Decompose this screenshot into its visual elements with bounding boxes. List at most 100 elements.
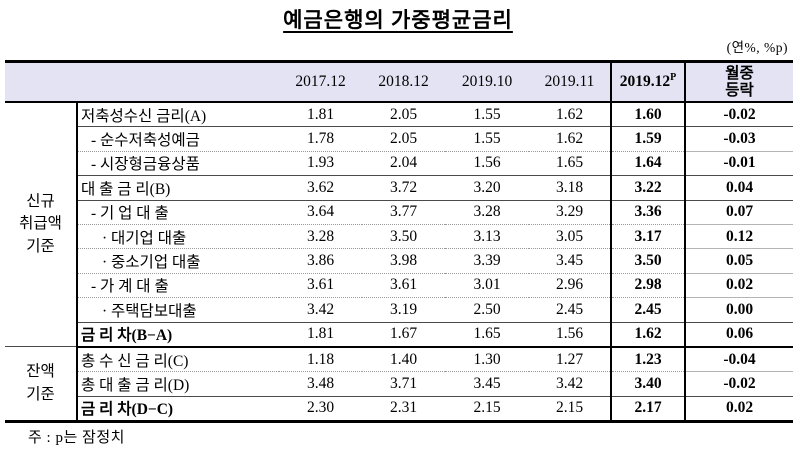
value-cell-current: 1.23 xyxy=(610,346,686,373)
group-label-new-transactions: 신규 취급액 기준 xyxy=(5,102,78,348)
value-cell-change: 0.00 xyxy=(685,297,793,323)
value-cell: 3.61 xyxy=(279,273,362,299)
value-cell: 3.28 xyxy=(279,224,362,250)
value-cell: 3.29 xyxy=(529,200,611,225)
value-cell: 3.05 xyxy=(529,224,611,250)
value-cell: 3.13 xyxy=(445,224,529,250)
table-row: · 주택담보대출 3.42 3.19 2.50 2.45 2.45 0.00 xyxy=(5,297,793,323)
value-cell: 1.40 xyxy=(362,346,445,373)
table-row: 대 출 금 리(B) 3.62 3.72 3.20 3.18 3.22 0.04 xyxy=(5,175,793,201)
value-cell: 2.30 xyxy=(279,396,362,424)
value-cell: 2.31 xyxy=(362,396,445,424)
value-cell-current: 3.40 xyxy=(610,371,686,397)
value-cell-current: 1.64 xyxy=(610,151,686,177)
value-cell: 3.01 xyxy=(445,273,529,299)
col-header: 2019.10 xyxy=(445,60,529,103)
value-cell-change: 0.07 xyxy=(685,200,793,225)
value-cell: 3.50 xyxy=(362,224,445,250)
header-row: 2017.12 2018.12 2019.10 2019.11 2019.12P… xyxy=(5,60,793,103)
value-cell: 3.62 xyxy=(279,175,362,201)
col-header: 2019.11 xyxy=(529,60,611,103)
value-cell: 1.93 xyxy=(279,151,362,177)
value-cell: 1.78 xyxy=(279,126,362,152)
value-cell: 1.65 xyxy=(529,151,611,177)
unit-label: (연%, %p) xyxy=(726,40,788,55)
col-header-current-label: 2019.12 xyxy=(619,73,671,91)
value-cell: 1.55 xyxy=(445,102,529,128)
value-cell: 3.45 xyxy=(445,371,529,397)
table-row: 금 리 차(B−A) 1.81 1.67 1.65 1.56 1.62 0.06 xyxy=(5,322,793,348)
value-cell: 1.56 xyxy=(445,151,529,177)
row-label: · 주택담보대출 xyxy=(77,297,279,323)
row-label: - 순수저축성예금 xyxy=(77,126,279,152)
value-cell: 3.19 xyxy=(362,297,445,323)
value-cell: 2.15 xyxy=(445,396,529,424)
value-cell: 3.72 xyxy=(362,175,445,201)
value-cell: 3.42 xyxy=(279,297,362,323)
value-cell: 2.05 xyxy=(362,126,445,152)
table-row: 총 대 출 금 리(D) 3.48 3.71 3.45 3.42 3.40 -0… xyxy=(5,371,793,397)
col-header: 2017.12 xyxy=(279,60,362,103)
value-cell: 3.86 xyxy=(279,248,362,274)
value-cell-current: 3.36 xyxy=(610,200,686,225)
value-cell-current: 1.60 xyxy=(610,102,686,128)
value-cell: 1.67 xyxy=(362,322,445,348)
value-cell: 1.62 xyxy=(529,126,611,152)
value-cell-change: -0.02 xyxy=(685,371,793,397)
value-cell: 1.18 xyxy=(279,346,362,373)
value-cell-current: 2.45 xyxy=(610,297,686,323)
row-label: - 시장형금융상품 xyxy=(77,151,279,177)
row-label: 금 리 차(D−C) xyxy=(77,396,279,424)
value-cell-current: 1.59 xyxy=(610,126,686,152)
table-row: - 시장형금융상품 1.93 2.04 1.56 1.65 1.64 -0.01 xyxy=(5,151,793,177)
value-cell: 3.45 xyxy=(529,248,611,274)
corner-cell xyxy=(5,60,279,103)
col-header: 2018.12 xyxy=(362,60,445,103)
value-cell: 2.04 xyxy=(362,151,445,177)
table-row: · 대기업 대출 3.28 3.50 3.13 3.05 3.17 0.12 xyxy=(5,224,793,250)
row-label: 총 수 신 금 리(C) xyxy=(77,346,279,373)
footnote: 주 : p는 잠정치 xyxy=(28,430,125,446)
provisional-superscript: P xyxy=(670,72,677,84)
value-cell: 2.15 xyxy=(529,396,611,424)
table-row: 잔액 기준 총 수 신 금 리(C) 1.18 1.40 1.30 1.27 1… xyxy=(5,346,793,423)
row-label: - 기 업 대 출 xyxy=(77,200,279,225)
value-cell-change: -0.02 xyxy=(685,102,793,128)
value-cell: 2.96 xyxy=(529,273,611,299)
value-cell-current: 3.17 xyxy=(610,224,686,250)
value-cell: 1.56 xyxy=(529,322,611,348)
value-cell-change: 0.12 xyxy=(685,224,793,250)
value-cell-change: 0.02 xyxy=(685,396,793,424)
value-cell-change: -0.04 xyxy=(685,346,793,373)
table-row: 금 리 차(D−C) 2.30 2.31 2.15 2.15 2.17 0.02 xyxy=(5,396,793,424)
value-cell-current: 1.62 xyxy=(610,322,686,348)
table-row: · 중소기업 대출 3.86 3.98 3.39 3.45 3.50 0.05 xyxy=(5,248,793,274)
value-cell: 3.98 xyxy=(362,248,445,274)
value-cell-change: 0.02 xyxy=(685,273,793,299)
value-cell: 2.45 xyxy=(529,297,611,323)
value-cell: 3.48 xyxy=(279,371,362,397)
value-cell: 3.42 xyxy=(529,371,611,397)
row-label: 대 출 금 리(B) xyxy=(77,175,279,201)
value-cell: 3.18 xyxy=(529,175,611,201)
value-cell: 3.61 xyxy=(362,273,445,299)
rates-table: 2017.12 2018.12 2019.10 2019.11 2019.12P… xyxy=(5,60,793,424)
table-row: - 순수저축성예금 1.78 2.05 1.55 1.62 1.59 -0.03 xyxy=(5,126,793,152)
value-cell-current: 2.98 xyxy=(610,273,686,299)
value-cell: 3.71 xyxy=(362,371,445,397)
row-label: · 중소기업 대출 xyxy=(77,248,279,274)
table-row: - 가 계 대 출 3.61 3.61 3.01 2.96 2.98 0.02 xyxy=(5,273,793,299)
page-title-text: 예금은행의 가중평균금리 xyxy=(283,8,513,32)
value-cell: 2.05 xyxy=(362,102,445,128)
value-cell-change: 0.06 xyxy=(685,322,793,348)
value-cell: 1.30 xyxy=(445,346,529,373)
row-label: 저축성수신 금리(A) xyxy=(77,102,279,128)
table-row: 신규 취급액 기준 저축성수신 금리(A) 1.81 2.05 1.55 1.6… xyxy=(5,102,793,348)
value-cell-change: -0.03 xyxy=(685,126,793,152)
value-cell: 3.64 xyxy=(279,200,362,225)
value-cell-current: 3.22 xyxy=(610,175,686,201)
value-cell: 1.81 xyxy=(279,102,362,128)
col-header-monthly-change: 월중 등락 xyxy=(685,60,793,103)
group-label-outstanding: 잔액 기준 xyxy=(5,346,78,423)
